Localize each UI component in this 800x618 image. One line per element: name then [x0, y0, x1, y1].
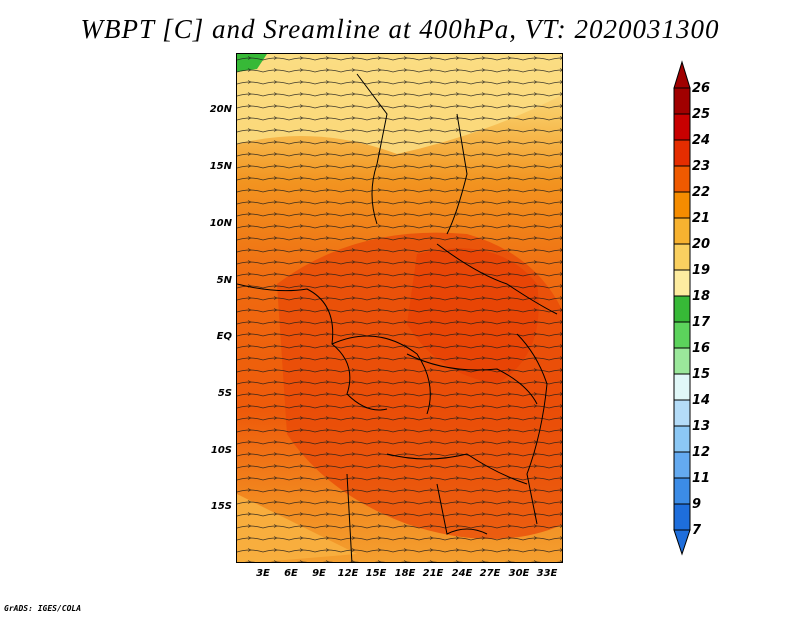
lat-label-10n: 10N — [209, 218, 232, 229]
colorbar-segment — [673, 321, 691, 349]
colorbar-segment — [673, 217, 691, 245]
colorbar-segment — [673, 269, 691, 297]
colorbar-label-14: 14 — [692, 393, 711, 408]
colorbar-label-9: 9 — [692, 497, 702, 512]
colorbar-segment — [673, 295, 691, 323]
colorbar-segment — [673, 503, 691, 531]
wbpt-field-map — [237, 54, 562, 562]
colorbar-label-24: 24 — [692, 133, 711, 148]
colorbar-segment — [673, 113, 691, 141]
colorbar-segment — [673, 139, 691, 167]
colorbar — [673, 60, 691, 556]
map-title: WBPT [C] and Sreamline at 400hPa, VT: 20… — [80, 14, 720, 44]
colorbar-label-18: 18 — [692, 289, 711, 304]
lon-label-6e: 6E — [284, 568, 298, 579]
lat-label-15n: 15N — [209, 161, 232, 172]
colorbar-label-21: 21 — [692, 211, 711, 226]
colorbar-top-arrow — [673, 60, 691, 89]
colorbar-segment — [673, 165, 691, 193]
colorbar-label-23: 23 — [692, 159, 711, 174]
lon-label-21e: 21E — [422, 568, 444, 579]
colorbar-label-25: 25 — [692, 107, 711, 122]
colorbar-bottom-arrow — [673, 529, 691, 556]
colorbar-label-16: 16 — [692, 341, 711, 356]
colorbar-label-15: 15 — [692, 367, 711, 382]
colorbar-segment — [673, 191, 691, 219]
colorbar-label-19: 19 — [692, 263, 711, 278]
colorbar-label-13: 13 — [692, 419, 711, 434]
lon-label-12e: 12E — [337, 568, 359, 579]
colorbar-label-22: 22 — [692, 185, 711, 200]
lon-label-18e: 18E — [394, 568, 416, 579]
colorbar-label-17: 17 — [692, 315, 711, 330]
lon-label-9e: 9E — [312, 568, 326, 579]
streamlines — [237, 54, 562, 562]
lat-label-10s: 10S — [210, 445, 232, 456]
colorbar-segment — [673, 477, 691, 505]
lat-label-20n: 20N — [209, 104, 232, 115]
lon-label-30e: 30E — [508, 568, 530, 579]
lat-label-5n: 5N — [216, 275, 232, 286]
colorbar-label-11: 11 — [692, 471, 711, 486]
lon-label-27e: 27E — [479, 568, 501, 579]
lon-label-15e: 15E — [365, 568, 387, 579]
colorbar-segment — [673, 87, 691, 115]
lat-label-eq: EQ — [216, 331, 232, 342]
colorbar-label-7: 7 — [692, 523, 702, 538]
colorbar-segment — [673, 451, 691, 479]
lon-label-24e: 24E — [451, 568, 473, 579]
lon-label-33e: 33E — [536, 568, 558, 579]
grads-credit: GrADS: IGES/COLA — [4, 604, 82, 613]
lon-label-3e: 3E — [256, 568, 270, 579]
colorbar-label-12: 12 — [692, 445, 711, 460]
colorbar-segment — [673, 243, 691, 271]
colorbar-segment — [673, 399, 691, 427]
colorbar-label-26: 26 — [692, 81, 711, 96]
colorbar-segment — [673, 425, 691, 453]
country-boundaries — [237, 73, 558, 562]
colorbar-segment — [673, 373, 691, 401]
colorbar-label-20: 20 — [692, 237, 711, 252]
lat-label-15s: 15S — [210, 501, 232, 512]
lat-label-5s: 5S — [217, 388, 232, 399]
map-panel — [236, 53, 563, 563]
colorbar-segment — [673, 347, 691, 375]
